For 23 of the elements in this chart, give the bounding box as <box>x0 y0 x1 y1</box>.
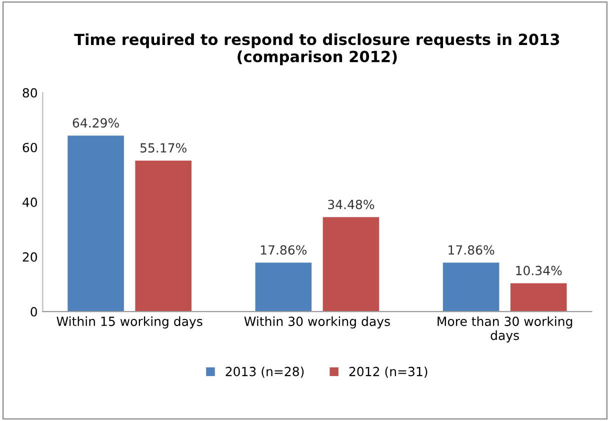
y-tick-label: 80 <box>22 88 38 98</box>
x-tick-label: Within 30 working days <box>244 316 390 328</box>
y-tick-label: 0 <box>30 307 38 316</box>
data-label: 10.34% <box>516 266 562 276</box>
data-label: 64.29% <box>72 118 119 128</box>
data-label: 34.48% <box>328 200 374 210</box>
bar <box>322 217 380 312</box>
y-tick-label: 20 <box>22 252 38 262</box>
x-tick-label: Within 15 working days <box>56 316 202 328</box>
bar <box>68 136 124 312</box>
chart-title: Time required to respond to disclosure requests in 2013 (comparison 2012) <box>74 33 560 66</box>
data-label: 55.17% <box>140 143 186 153</box>
y-tick-label: 60 <box>22 142 38 152</box>
legend-label: 2013 (n=28) <box>226 366 304 378</box>
legend-label: 2012 (n=31) <box>349 366 428 378</box>
data-label: 17.86% <box>260 245 307 255</box>
bar <box>135 160 192 312</box>
y-tick-label: 40 <box>22 198 38 208</box>
bar <box>510 283 567 312</box>
bar <box>255 262 312 312</box>
x-tick-label: More than 30 working days <box>438 316 572 342</box>
data-label: 17.86% <box>448 245 494 255</box>
bar <box>442 262 500 312</box>
